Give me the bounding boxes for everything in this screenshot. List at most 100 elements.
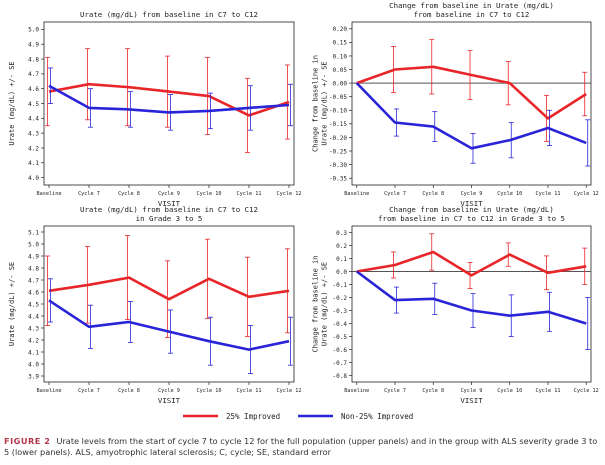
x-tick-label: Cycle 9	[158, 191, 180, 197]
chart-title: from baseline in C7 to C12	[414, 10, 530, 19]
y-tick-label: 4.8	[28, 265, 39, 272]
series-line-improved	[48, 82, 290, 117]
x-tick-label: Cycle 7	[384, 191, 406, 197]
series-line-non-improved	[355, 82, 587, 150]
y-tick-label: 0.0	[336, 269, 347, 276]
y-tick-label: 4.1	[28, 349, 39, 356]
chart-title: Urate (mg/dL) from baseline in C7 to C12	[80, 205, 258, 214]
x-tick-label: Baseline	[37, 388, 62, 394]
x-tick-label: Cycle 8	[118, 191, 140, 197]
x-tick-label: Cycle 12	[277, 388, 302, 394]
y-tick-label: 4.7	[28, 277, 39, 284]
y-tick-label: -0.3	[333, 308, 348, 315]
y-tick-label: -0.5	[333, 334, 348, 341]
y-tick-label: -0.20	[329, 135, 347, 142]
y-tick-label: 0.10	[333, 53, 348, 60]
y-tick-label: -0.8	[333, 373, 348, 380]
y-tick-label: 4.5	[28, 301, 39, 308]
y-tick-label: 5.0	[28, 27, 39, 34]
y-axis-label: Urate (mg/dL) +/- SE	[8, 262, 16, 346]
y-tick-label: 0.00	[333, 80, 348, 87]
chart-panel-3: Urate (mg/dL) from baseline in C7 to C12…	[8, 205, 302, 405]
chart-title: Change from baseline in Urate (mg/dL)	[389, 1, 554, 10]
y-tick-label: 4.2	[28, 145, 39, 152]
y-tick-label: 4.1	[28, 160, 39, 167]
y-tick-label: 4.7	[28, 71, 39, 78]
y-tick-label: -0.6	[333, 347, 348, 354]
x-tick-label: Cycle 12	[574, 191, 599, 197]
x-tick-label: Cycle 7	[78, 191, 100, 197]
y-tick-label: -0.2	[333, 295, 348, 302]
y-tick-label: 4.6	[28, 289, 39, 296]
y-tick-label: 4.3	[28, 130, 39, 137]
chart-panel-2: Change from baseline in Urate (mg/dL)fro…	[312, 1, 599, 208]
x-tick-label: Cycle 11	[535, 191, 560, 197]
y-tick-label: 4.8	[28, 56, 39, 63]
y-tick-label: -0.35	[329, 176, 347, 183]
x-axis-label: VISIT	[460, 396, 483, 405]
x-axis-label: VISIT	[460, 199, 483, 208]
x-tick-label: Baseline	[37, 191, 62, 197]
y-axis-label: Urate (mg/dL) +/- SE	[8, 61, 16, 145]
series-line-non-improved	[48, 84, 290, 114]
y-tick-label: -0.1	[333, 282, 348, 289]
y-tick-label: 5.1	[28, 229, 39, 236]
y-tick-label: 0.05	[333, 67, 348, 74]
x-tick-label: Cycle 11	[237, 191, 262, 197]
chart-title: Change from baseline in Urate (mg/dL)	[389, 205, 554, 214]
x-tick-label: Cycle 8	[422, 388, 444, 394]
y-tick-label: -0.7	[333, 360, 348, 367]
y-tick-label: -0.15	[329, 121, 347, 128]
legend: 25% Improved Non-25% Improved	[183, 412, 413, 421]
x-tick-label: Cycle 9	[158, 388, 180, 394]
y-tick-label: 0.3	[336, 230, 347, 237]
x-tick-label: Cycle 11	[535, 388, 560, 394]
x-tick-label: Baseline	[344, 191, 369, 197]
y-tick-label: 4.4	[28, 116, 39, 123]
plot-frame	[351, 21, 592, 186]
y-axis-label: Urate (mg/dL) +/- SE	[321, 262, 329, 346]
x-tick-label: Cycle 9	[461, 191, 483, 197]
y-axis-label: Change from baseline in	[312, 256, 320, 353]
chart-title: in Grade 3 to 5	[136, 214, 203, 223]
legend-label-non-improved: Non-25% Improved	[341, 412, 413, 421]
plot-frame	[351, 225, 592, 383]
chart-panel-1: Urate (mg/dL) from baseline in C7 to C12…	[8, 10, 302, 208]
y-tick-label: 4.0	[28, 175, 39, 182]
x-tick-label: Cycle 7	[384, 388, 406, 394]
y-tick-label: 4.5	[28, 101, 39, 108]
y-tick-label: 0.15	[333, 40, 348, 47]
series-line-improved	[48, 276, 290, 301]
y-tick-label: -0.4	[333, 321, 348, 328]
series-line-improved	[356, 65, 587, 120]
x-tick-label: Cycle 12	[574, 388, 599, 394]
x-tick-label: Cycle 9	[461, 388, 483, 394]
x-tick-label: Cycle 10	[197, 191, 222, 197]
x-tick-label: Cycle 10	[497, 191, 522, 197]
y-tick-label: 4.9	[28, 42, 39, 49]
caption-label: FIGURE 2	[4, 436, 51, 446]
series-line-non-improved	[356, 270, 587, 325]
x-axis-label: VISIT	[158, 199, 181, 208]
x-tick-label: Cycle 8	[118, 388, 140, 394]
y-tick-label: 0.1	[336, 256, 347, 263]
x-tick-label: Cycle 10	[497, 388, 522, 394]
chart-title: from baseline in C7 to C12 in Grade 3 to…	[378, 214, 565, 223]
y-tick-label: -0.05	[329, 94, 347, 101]
series-line-non-improved	[48, 299, 290, 351]
y-tick-label: 4.0	[28, 361, 39, 368]
x-tick-label: Cycle 8	[422, 191, 444, 197]
y-axis-label: Change from baseline in	[312, 55, 320, 152]
x-tick-label: Cycle 10	[197, 388, 222, 394]
y-tick-label: 4.3	[28, 325, 39, 332]
plot-frame	[43, 225, 295, 383]
x-tick-label: Cycle 7	[78, 388, 100, 394]
y-axis-label: Urate (mg/dL) +/- SE	[321, 61, 329, 145]
y-tick-label: 5.0	[28, 241, 39, 248]
y-tick-label: -0.10	[329, 108, 347, 115]
legend-label-improved: 25% Improved	[226, 412, 280, 421]
y-tick-label: 4.2	[28, 337, 39, 344]
x-tick-label: Cycle 11	[237, 388, 262, 394]
figure-caption: FIGURE 2 Urate levels from the start of c…	[4, 436, 601, 458]
